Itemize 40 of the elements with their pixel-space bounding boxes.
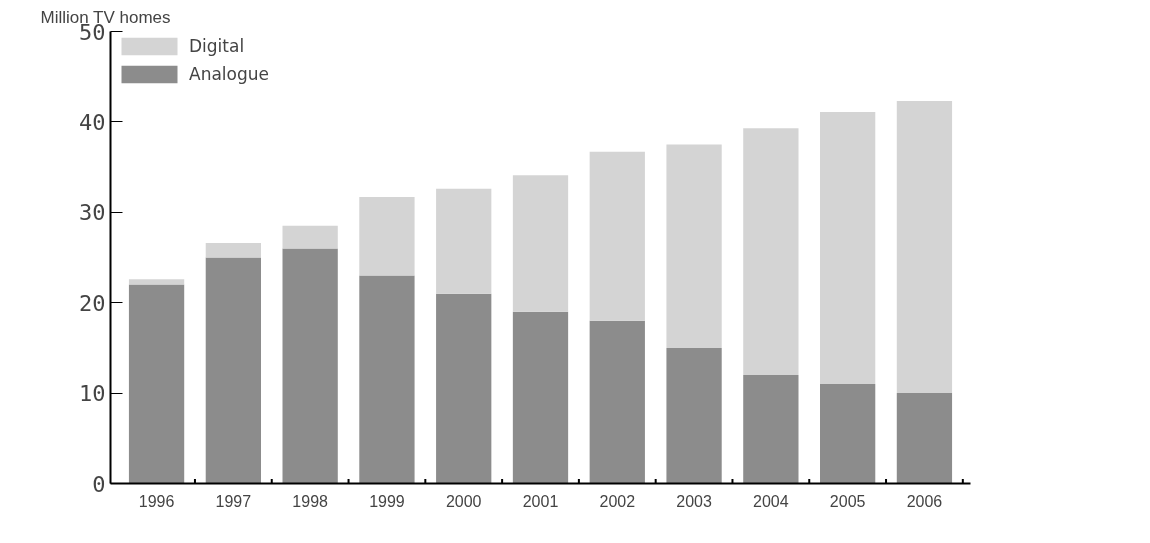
bar	[205, 243, 261, 258]
bar	[896, 101, 953, 394]
y-tick-label: 20	[79, 290, 106, 316]
bar	[512, 311, 569, 484]
y-tick-label: 30	[79, 200, 106, 226]
bar	[743, 128, 799, 376]
bar	[128, 279, 185, 285]
bar	[205, 257, 261, 484]
x-tick-label: 2002	[599, 492, 636, 510]
bar	[436, 188, 492, 294]
x-tick-label: 2004	[753, 492, 789, 510]
bar	[128, 284, 185, 484]
y-tick-label: 10	[79, 381, 106, 407]
x-tick-label: 1999	[369, 492, 405, 510]
bar	[359, 196, 415, 276]
bar	[436, 293, 492, 484]
x-tick-label: 2005	[829, 492, 866, 510]
bar	[743, 375, 799, 484]
x-tick-label: 1997	[215, 492, 252, 510]
bar	[820, 384, 876, 484]
bar	[820, 111, 876, 385]
bar	[512, 175, 569, 312]
x-tick-label: 2000	[445, 492, 482, 510]
x-tick-label: 1996	[138, 492, 175, 510]
legend-label: Digital	[189, 36, 245, 56]
bar	[589, 320, 645, 484]
x-tick-label: 2001	[522, 492, 559, 510]
bar	[282, 225, 338, 249]
legend-label: Analogue	[189, 64, 269, 84]
x-tick-label: 2003	[676, 492, 712, 510]
bar	[282, 248, 338, 484]
bar	[896, 393, 953, 484]
bar	[666, 347, 722, 484]
bar	[359, 275, 415, 484]
x-tick-label: 2006	[906, 492, 943, 510]
bar	[589, 151, 645, 321]
y-tick-label: 0	[92, 471, 106, 497]
y-tick-label: 40	[79, 109, 106, 135]
x-tick-label: 1998	[292, 492, 329, 510]
bar	[666, 144, 722, 348]
